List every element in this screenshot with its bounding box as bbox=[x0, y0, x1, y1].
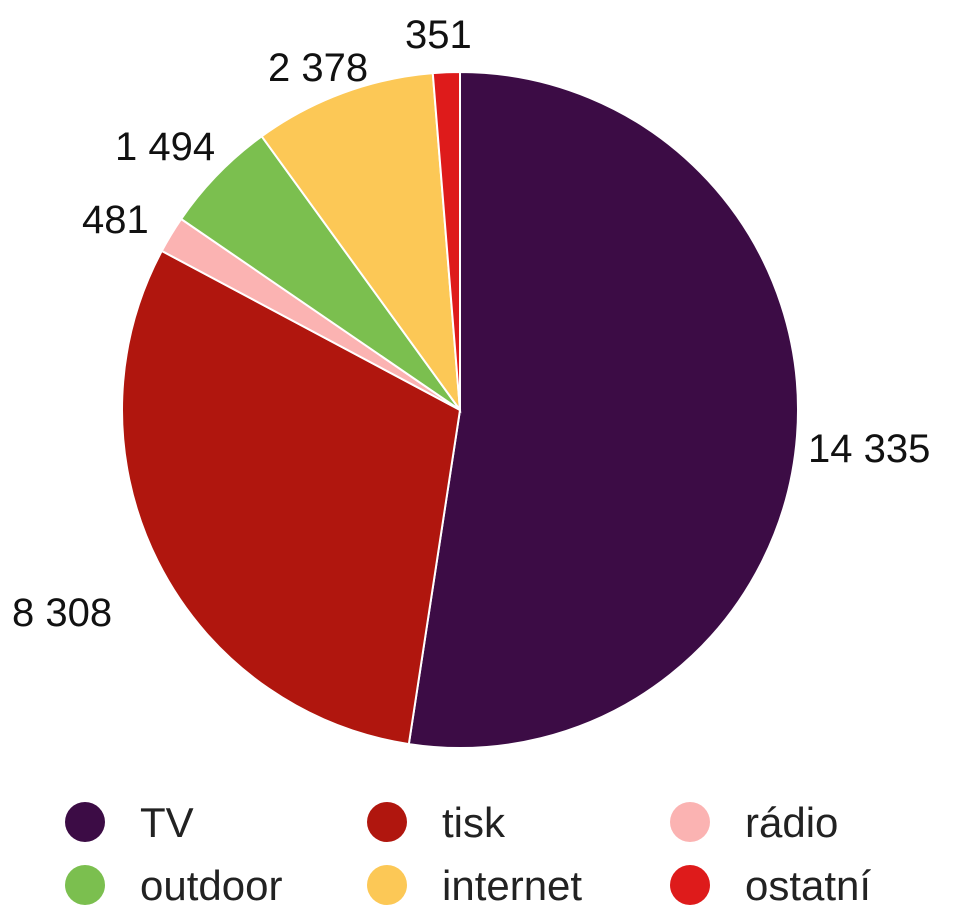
legend-swatch-radio bbox=[670, 802, 710, 842]
legend-item-tisk: tisk bbox=[367, 799, 506, 846]
legend-label-tisk: tisk bbox=[442, 799, 506, 846]
legend-swatch-outdoor bbox=[65, 865, 105, 905]
legend-item-internet: internet bbox=[367, 862, 582, 908]
data-label-radio: 481 bbox=[82, 198, 149, 242]
data-label-internet: 2 378 bbox=[268, 46, 368, 90]
pie-slice-ostatni bbox=[431, 70, 461, 411]
legend-swatch-internet bbox=[367, 865, 407, 905]
legend-item-radio: rádio bbox=[670, 799, 838, 846]
data-label-tv: 14 335 bbox=[808, 427, 930, 471]
data-labels: 14 335 8 308 481 1 494 2 378 351 bbox=[10, 11, 933, 638]
legend-label-outdoor: outdoor bbox=[140, 862, 282, 908]
legend: TV tisk rádio outdoor internet ostatní bbox=[65, 799, 871, 908]
legend-item-outdoor: outdoor bbox=[65, 862, 282, 908]
legend-label-internet: internet bbox=[442, 862, 582, 908]
legend-item-tv: TV bbox=[65, 799, 194, 846]
legend-label-tv: TV bbox=[140, 799, 194, 846]
legend-label-radio: rádio bbox=[745, 799, 838, 846]
data-label-tisk: 8 308 bbox=[12, 591, 112, 635]
legend-swatch-tv bbox=[65, 802, 105, 842]
data-label-outdoor: 1 494 bbox=[115, 125, 215, 169]
legend-item-ostatni: ostatní bbox=[670, 862, 871, 908]
data-label-ostatni: 351 bbox=[405, 13, 472, 57]
legend-swatch-tisk bbox=[367, 802, 407, 842]
legend-swatch-ostatni bbox=[670, 865, 710, 905]
pie-slices bbox=[121, 70, 799, 749]
legend-label-ostatni: ostatní bbox=[745, 862, 871, 908]
pie-slice-tv bbox=[407, 70, 799, 749]
pie-slice-internet bbox=[260, 72, 462, 414]
pie-slice-tisk bbox=[121, 249, 462, 746]
